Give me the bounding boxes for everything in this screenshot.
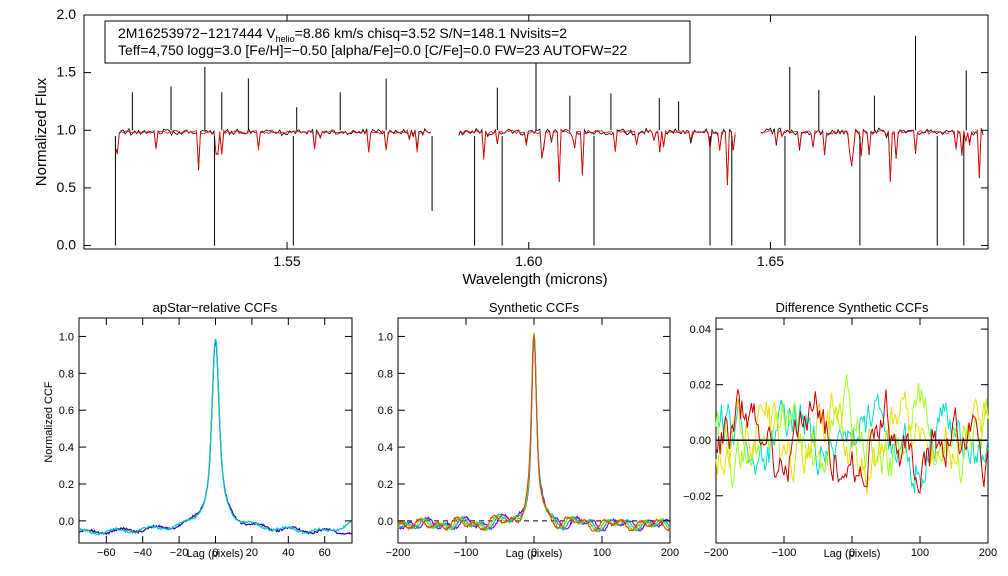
apstar-ccf-x-tick-label: 60	[319, 547, 331, 559]
difference-ccf-line-diff-4	[715, 389, 989, 495]
spectrum-observed-line	[115, 127, 431, 171]
spectrum-observed-line	[760, 127, 984, 182]
difference-ccf-x-tick-label: −200	[704, 547, 729, 559]
apstar-ccf-y-tick-label: 1.0	[59, 331, 74, 343]
apstar-ccf-series	[78, 338, 353, 536]
synthetic-ccf-line-ccf-a	[397, 339, 671, 532]
spectrum-model-line	[115, 128, 431, 167]
apstar-ccf-x-tick-label: −20	[170, 547, 189, 559]
spectrum-y-tick-label: 2.0	[57, 6, 77, 22]
difference-ccf-y-tick-label: 0.02	[690, 380, 711, 392]
apstar-ccf-y-tick-label: 0.0	[59, 516, 74, 528]
apstar-ccf-frame	[78, 317, 353, 544]
difference-ccf-series	[715, 374, 989, 495]
synthetic-ccf-y-tick-label: 0.2	[378, 479, 393, 491]
info-line-1-start: 2M16253972−1217444 V	[118, 25, 276, 41]
difference-ccf-panel: −200 −100 0 100 200 −0.02 0.00 0.02 0.04 Differe…	[683, 300, 997, 560]
spectrum-x-tick-label: 1.55	[273, 253, 300, 269]
synthetic-ccf-y-tick-label: 0.0	[378, 516, 393, 528]
apstar-ccf-line-visit-2	[78, 338, 353, 536]
apstar-ccf-title: apStar−relative CCFs	[153, 300, 278, 315]
spectrum-x-tick-label: 1.60	[515, 253, 542, 269]
difference-ccf-y-tick-label: 0.00	[690, 435, 711, 447]
synthetic-ccf-y-tick-label: 1.0	[378, 331, 393, 343]
apstar-ccf-x-tick-label: −60	[97, 547, 116, 559]
apstar-ccf-line-visit-1	[78, 339, 353, 536]
synthetic-ccf-panel: −200 −100 0 100 200 0.0 0.2 0.4 0.6 0.8 1.0 Synthe…	[378, 300, 679, 560]
synthetic-ccf-y-tick-label: 0.8	[378, 368, 393, 380]
difference-ccf-line-diff-3	[715, 391, 989, 495]
spectrum-x-axis-label: Wavelength (microns)	[462, 271, 607, 288]
synthetic-ccf-frame	[397, 317, 671, 544]
synthetic-ccf-x-tick-label: 0	[531, 547, 537, 559]
spectrum-observed-line	[458, 127, 736, 186]
spectrum-frame	[83, 14, 989, 250]
difference-ccf-y-tick-label: −0.02	[683, 491, 711, 503]
synthetic-ccf-x-tick-label: 100	[593, 547, 611, 559]
apstar-ccf-y-tick-label: 0.2	[59, 479, 74, 491]
spectrum-y-axis-label: Normalized Flux	[33, 77, 50, 186]
apstar-ccf-x-tick-label: 20	[246, 547, 258, 559]
difference-ccf-line-diff-1	[715, 393, 989, 493]
info-helio-subscript: helio	[276, 34, 295, 44]
apstar-ccf-y-tick-label: 0.8	[59, 368, 74, 380]
spectrum-model-line	[458, 129, 736, 185]
synthetic-ccf-x-tick-label: −100	[454, 547, 479, 559]
apstar-ccf-ticks: −60 −40 −20 0 20 40 60 0.0 0.2 0.4 0.6 0.8 1.0	[59, 318, 352, 559]
synthetic-ccf-x-tick-label: −200	[386, 547, 411, 559]
spectrum-model-line	[760, 128, 984, 182]
apstar-ccf-x-tick-label: 40	[282, 547, 294, 559]
difference-ccf-line-diff-2	[715, 374, 989, 488]
spectrum-y-tick-label: 0.0	[57, 237, 77, 253]
info-line-1-end: =8.86 km/s chisq=3.52 S/N=148.1 Nvisits=…	[295, 25, 568, 41]
spectrum-panel: 1.55 1.60 1.65 0.0 0.5 1.0 1.5 2.0 2M16253972−1…	[33, 6, 989, 288]
apstar-ccf-x-axis-label: Lag (pixels)	[187, 548, 244, 560]
spectrum-y-tick-label: 0.5	[57, 179, 77, 195]
spectrum-x-tick-label: 1.65	[757, 253, 784, 269]
apstar-ccf-panel: −60 −40 −20 0 20 40 60 0.0 0.2 0.4 0.6 0.8 1.0 apSta…	[43, 300, 353, 560]
difference-ccf-x-tick-label: 100	[911, 547, 929, 559]
difference-ccf-x-axis-label: Lag (pixels)	[824, 548, 881, 560]
synthetic-ccf-title: Synthetic CCFs	[489, 300, 580, 315]
synthetic-ccf-y-tick-label: 0.6	[378, 405, 393, 417]
spectrum-y-tick-label: 1.5	[57, 64, 77, 80]
difference-ccf-x-tick-label: 0	[849, 547, 855, 559]
synthetic-ccf-x-axis-label: Lag (pixels)	[506, 548, 563, 560]
difference-ccf-y-tick-label: 0.04	[690, 324, 711, 336]
synthetic-ccf-series	[397, 332, 671, 533]
info-line-2: Teff=4,750 logg=3.0 [Fe/H]=−0.50 [alpha/…	[118, 42, 627, 58]
apstar-ccf-y-axis-label: Normalized CCF	[43, 381, 55, 463]
synthetic-ccf-y-tick-label: 0.4	[378, 442, 393, 454]
apstar-ccf-x-tick-label: −40	[133, 547, 152, 559]
difference-ccf-x-tick-label: 200	[979, 547, 997, 559]
spectrum-series	[114, 35, 984, 246]
synthetic-ccf-line-ccf-d	[397, 334, 671, 533]
difference-ccf-x-tick-label: −100	[772, 547, 797, 559]
apstar-ccf-y-tick-label: 0.4	[59, 442, 74, 454]
difference-ccf-ticks: −200 −100 0 100 200 −0.02 0.00 0.02 0.04	[683, 318, 997, 559]
synthetic-ccf-ticks: −200 −100 0 100 200 0.0 0.2 0.4 0.6 0.8 1.0	[378, 318, 679, 559]
apstar-ccf-y-tick-label: 0.6	[59, 405, 74, 417]
spectrum-y-tick-label: 1.0	[57, 121, 77, 137]
synthetic-ccf-line-ccf-b	[397, 334, 671, 533]
synthetic-ccf-line-ccf-c	[397, 332, 671, 533]
difference-ccf-title: Difference Synthetic CCFs	[776, 300, 929, 315]
synthetic-ccf-x-tick-label: 200	[661, 547, 679, 559]
info-box	[104, 20, 691, 64]
apstar-ccf-x-tick-label: 0	[212, 547, 218, 559]
info-line-1: 2M16253972−1217444 Vhelio=8.86 km/s chis…	[118, 25, 567, 44]
